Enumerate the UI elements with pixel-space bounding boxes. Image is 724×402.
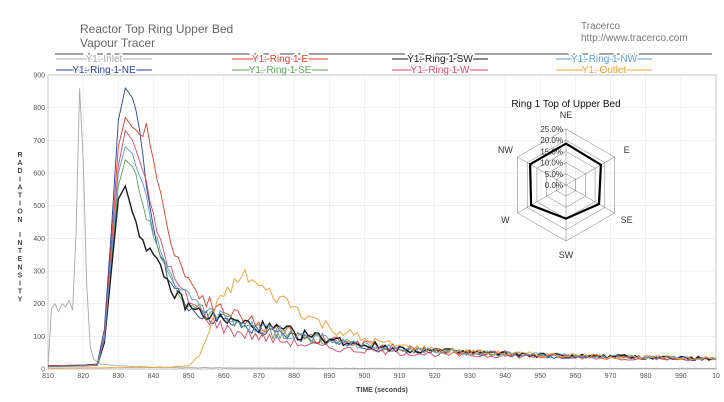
x-tick-label: 870 (253, 373, 265, 380)
x-tick-label: 880 (288, 373, 300, 380)
x-tick-label: 980 (640, 373, 652, 380)
x-tick-label: 990 (675, 373, 687, 380)
radar-tick-label: 5.0% (545, 170, 563, 179)
series-line (47, 129, 717, 367)
legend-entry: Y1: Ring 1 NW (571, 54, 638, 65)
radar-series (528, 142, 603, 220)
y-tick-label: 500 (33, 203, 45, 210)
plot-area (47, 74, 717, 370)
radar-axis-label: SE (621, 215, 633, 225)
x-tick-label: 940 (499, 373, 511, 380)
x-axis-label: TIME (seconds) (356, 387, 408, 394)
x-tick-label: 860 (218, 373, 230, 380)
chart-title-line1: Reactor Top Ring Upper Bed (80, 22, 233, 36)
series-line (47, 184, 716, 368)
radar-title: Ring 1 Top of Upper Bed (511, 99, 620, 110)
series-line (47, 146, 717, 367)
legend-entry: Y1: Ring 1 SE (249, 65, 312, 76)
x-tick-labels: 810 820 830 840 850 860 870 880 890 900 910 920 930 9… (42, 373, 720, 380)
x-tick-label: 810 (42, 373, 54, 380)
x-tick-label: 910 (394, 373, 406, 380)
y-tick-labels: 0 100 200 300 400 500 600 700 800 900 (33, 73, 45, 374)
radar-axis-label: NE (560, 110, 573, 120)
y-tick-label: 900 (33, 73, 45, 80)
x-tick-label: 830 (112, 373, 124, 380)
y-tick-label: 200 (33, 301, 45, 308)
y-tick-label: 100 (33, 334, 45, 341)
brand-url: http://www.tracerco.com (581, 33, 688, 44)
y-tick-label: 800 (33, 105, 45, 112)
brand-name: Tracerco (581, 21, 621, 32)
series-lines (47, 87, 717, 369)
x-tick-label: 850 (183, 373, 195, 380)
y-tick-label: 300 (33, 269, 45, 276)
radar-spoke (565, 184, 615, 214)
legend-entry: Y1: Ring 1 NE (72, 65, 136, 76)
radar-axis-label: NW (498, 145, 513, 155)
y-tick-label: 400 (33, 236, 45, 243)
radar-tick-label: 10.0% (540, 159, 563, 168)
legend-entry: Y1: Ring 1 E (252, 54, 308, 65)
chart-title-line2: Vapour Tracer (80, 36, 155, 50)
radar-spoke (517, 156, 567, 186)
radar-tick-label: 20.0% (540, 136, 563, 145)
x-tick-label: 970 (605, 373, 617, 380)
x-tick-label: 840 (148, 373, 160, 380)
radar-tick-label: 0.0% (545, 181, 563, 190)
x-tick-label: 950 (534, 373, 546, 380)
series-line (48, 268, 717, 369)
x-tick-label: 900 (359, 373, 371, 380)
legend-entry: Y1: Inlet (86, 54, 123, 65)
y-tick-label: 0 (41, 367, 45, 374)
legend-entry: Y1: Ring 1 SW (407, 54, 473, 65)
x-tick-label: 920 (429, 373, 441, 380)
x-tick-label: 890 (323, 373, 335, 380)
radar-axis-label: W (501, 215, 510, 225)
radar-axis-label: E (624, 145, 630, 155)
x-tick-label: 820 (77, 373, 89, 380)
legend-entry: Y1: Outlet (582, 65, 627, 76)
y-tick-label: 700 (33, 138, 45, 145)
x-tick-label: 960 (570, 373, 582, 380)
radar-axis-label: SW (559, 250, 574, 260)
y-tick-label: 600 (33, 171, 45, 178)
x-tick-label: 930 (464, 373, 476, 380)
radar-spoke (565, 156, 615, 186)
radar-spoke (517, 184, 567, 214)
radar-tick-label: 25.0% (540, 125, 563, 134)
legend-entry: Y1: Ring 1 W (411, 65, 470, 76)
x-tick-label: 10 (712, 373, 720, 380)
